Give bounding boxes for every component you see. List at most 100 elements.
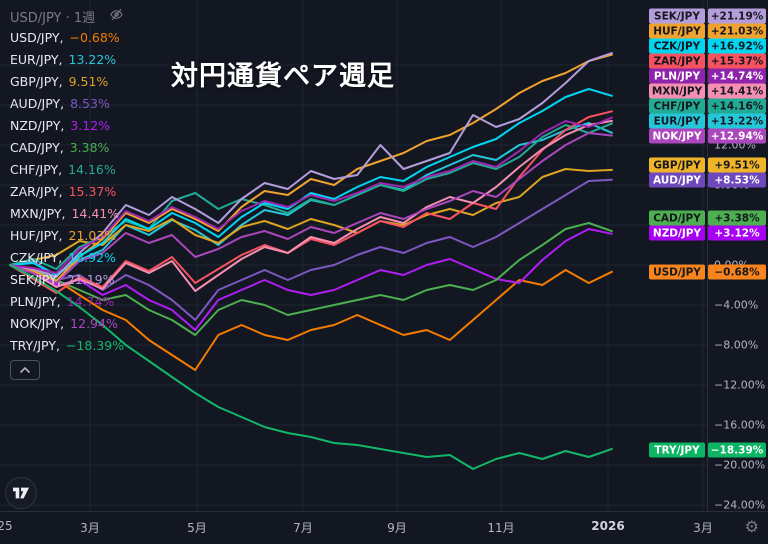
line-huf-jpy (9, 53, 613, 282)
price-tick: −16.00% (714, 418, 766, 432)
legend-change-value: 16.92% (68, 249, 116, 265)
price-tag-name-cad-jpy: CAD/JPY (649, 210, 705, 226)
legend-row-czk-jpy[interactable]: CZK/JPY, 16.92% (10, 246, 124, 268)
price-tag-name-aud-jpy: AUD/JPY (649, 172, 705, 188)
price-tag-name-zar-jpy: ZAR/JPY (649, 53, 705, 69)
line-nzd-jpy (9, 228, 613, 331)
price-tag-value-czk-jpy: +16.92% (708, 38, 766, 54)
time-tick: 5月 (187, 521, 207, 535)
legend-row-eur-jpy[interactable]: EUR/JPY, 13.22% (10, 48, 124, 70)
price-tag-name-czk-jpy: CZK/JPY (649, 38, 705, 54)
price-tag-value-chf-jpy: +14.16% (708, 98, 766, 114)
price-tag-name-usd-jpy: USD/JPY (649, 264, 705, 280)
legend-change-value: 12.94% (70, 315, 118, 331)
line-gbp-jpy (9, 168, 613, 266)
legend-change-value: 3.38% (69, 139, 110, 155)
legend-change-value: −0.68% (69, 29, 120, 45)
time-tick: 9月 (387, 521, 407, 535)
price-tag-value-mxn-jpy: +14.41% (708, 83, 766, 99)
legend-change-value: −18.39% (65, 337, 125, 353)
price-tag-name-nok-jpy: NOK/JPY (649, 128, 705, 144)
legend-change-value: 14.74% (66, 293, 115, 309)
legend-change-value: 8.53% (70, 95, 110, 111)
line-cad-jpy (9, 222, 613, 336)
legend-row-huf-jpy[interactable]: HUF/JPY, 21.03% (10, 224, 124, 246)
legend-row-chf-jpy[interactable]: CHF/JPY, 14.16% (10, 158, 124, 180)
legend-row-aud-jpy[interactable]: AUD/JPY, 8.53% (10, 92, 124, 114)
price-tag-value-huf-jpy: +21.03% (708, 23, 766, 39)
line-czk-jpy (9, 88, 613, 276)
line-usd-jpy (9, 264, 613, 371)
price-tag-name-try-jpy: TRY/JPY (649, 442, 705, 458)
legend-row-nok-jpy[interactable]: NOK/JPY, 12.94% (10, 312, 124, 334)
symbol-legend: USD/JPY · 1週 USD/JPY, −0.68% EUR/JPY, 13.22… (10, 6, 124, 380)
legend-symbol: PLN/JPY, (10, 293, 61, 309)
price-tag-name-pln-jpy: PLN/JPY (649, 68, 705, 84)
legend-row-sek-jpy[interactable]: SEK/JPY, 21.19% (10, 268, 124, 290)
line-try-jpy (9, 264, 613, 470)
legend-symbol: SEK/JPY, (10, 271, 61, 287)
legend-change-value: 14.16% (68, 161, 116, 177)
legend-row-try-jpy[interactable]: TRY/JPY, −18.39% (10, 334, 124, 356)
price-tag-name-huf-jpy: HUF/JPY (649, 23, 705, 39)
legend-row-zar-jpy[interactable]: ZAR/JPY, 15.37% (10, 180, 124, 202)
chart-title: 対円通貨ペア週足 (171, 61, 395, 92)
legend-collapse-button[interactable] (10, 360, 40, 380)
time-axis[interactable]: ⚙ 25 3月 5月 7月 9月 11月 2026 3月 (0, 511, 768, 544)
price-tick: −12.00% (714, 378, 766, 392)
price-tick: −8.00% (714, 338, 759, 352)
price-tag-name-chf-jpy: CHF/JPY (649, 98, 705, 114)
legend-row-mxn-jpy[interactable]: MXN/JPY, 14.41% (10, 202, 124, 224)
price-tag-value-pln-jpy: +14.74% (708, 68, 766, 84)
legend-symbol: MXN/JPY, (10, 205, 66, 221)
time-tick: 3月 (80, 521, 100, 535)
line-aud-jpy (9, 178, 613, 321)
price-tick: −20.00% (714, 458, 766, 472)
main-symbol-title: USD/JPY · 1週 (10, 10, 96, 26)
eye-off-icon[interactable] (109, 7, 124, 26)
price-tag-name-mxn-jpy: MXN/JPY (649, 83, 705, 99)
legend-row-nzd-jpy[interactable]: NZD/JPY, 3.12% (10, 114, 124, 136)
time-tick: 3月 (693, 521, 713, 535)
legend-symbol: GBP/JPY, (10, 73, 63, 89)
legend-symbol: CHF/JPY, (10, 161, 63, 177)
gear-icon[interactable]: ⚙ (744, 517, 759, 536)
legend-change-value: 21.19% (66, 271, 115, 287)
legend-row-pln-jpy[interactable]: PLN/JPY, 14.74% (10, 290, 124, 312)
time-tick: 25 (0, 519, 13, 533)
legend-symbol: NOK/JPY, (10, 315, 65, 331)
legend-rows: USD/JPY, −0.68% EUR/JPY, 13.22% GBP/JPY, 9.51… (10, 26, 124, 356)
price-tag-value-eur-jpy: +13.22% (708, 113, 766, 129)
price-tick: −4.00% (714, 298, 759, 312)
line-nok-jpy (9, 132, 613, 284)
price-tag-value-usd-jpy: −0.68% (708, 264, 766, 280)
legend-symbol: ZAR/JPY, (10, 183, 63, 199)
price-tag-value-zar-jpy: +15.37% (708, 53, 766, 69)
legend-symbol: TRY/JPY, (10, 337, 60, 353)
tradingview-logo[interactable] (5, 477, 37, 509)
legend-change-value: 21.03% (68, 227, 117, 243)
legend-symbol: CAD/JPY, (10, 139, 64, 155)
price-tag-value-sek-jpy: +21.19% (708, 8, 766, 24)
legend-symbol: EUR/JPY, (10, 51, 63, 67)
legend-symbol: USD/JPY, (10, 29, 64, 45)
legend-change-value: 3.12% (70, 117, 111, 133)
legend-row-gbp-jpy[interactable]: GBP/JPY, 9.51% (10, 70, 124, 92)
price-tick: −24.00% (714, 498, 766, 512)
legend-change-value: 15.37% (68, 183, 117, 199)
line-pln-jpy (9, 116, 613, 274)
time-tick: 11月 (487, 521, 515, 535)
legend-change-value: 9.51% (68, 73, 109, 89)
legend-header[interactable]: USD/JPY · 1週 (10, 6, 124, 26)
price-tag-value-nzd-jpy: +3.12% (708, 225, 766, 241)
legend-change-value: 14.41% (71, 205, 120, 221)
price-tag-name-sek-jpy: SEK/JPY (649, 8, 705, 24)
line-zar-jpy (9, 110, 613, 294)
time-tick: 2026 (591, 519, 625, 533)
line-sek-jpy (9, 52, 613, 278)
legend-row-cad-jpy[interactable]: CAD/JPY, 3.38% (10, 136, 124, 158)
price-tag-value-try-jpy: −18.39% (708, 442, 766, 458)
legend-row-usd-jpy[interactable]: USD/JPY, −0.68% (10, 26, 124, 48)
